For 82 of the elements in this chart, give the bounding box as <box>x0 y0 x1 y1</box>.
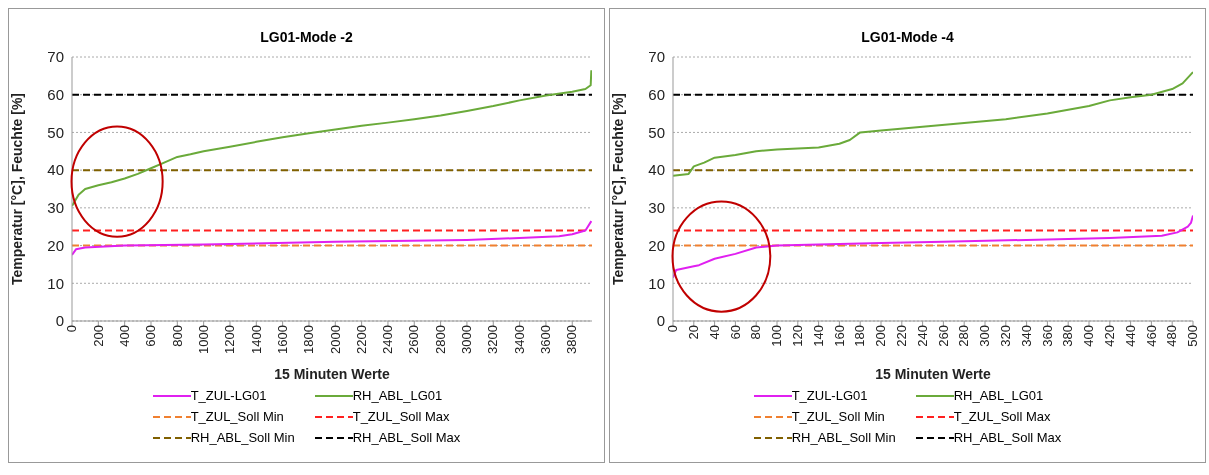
line-series <box>673 214 1193 279</box>
x-tick-label: 100 <box>769 325 785 347</box>
x-tick-label: 200 <box>90 325 106 347</box>
x-tick-label: 800 <box>169 325 185 347</box>
x-tick-label: 500 <box>1185 325 1201 347</box>
x-tick-label: 1200 <box>222 325 238 354</box>
y-tick-label: 50 <box>47 123 64 141</box>
legend-label: RH_ABL_Soll Max <box>953 430 1062 445</box>
legend-label: RH_ABL_Soll Min <box>190 430 295 445</box>
x-tick-label: 3200 <box>485 325 501 354</box>
legend-label: T_ZUL_Soll Min <box>791 409 885 424</box>
x-tick-label: 60 <box>727 325 743 340</box>
x-tick-label: 480 <box>1164 325 1180 347</box>
line-series <box>673 71 1193 177</box>
y-tick-label: 70 <box>648 48 665 66</box>
x-tick-label: 160 <box>831 325 847 347</box>
y-tick-label: 10 <box>648 274 665 292</box>
legend-label: RH_ABL_LG01 <box>352 388 443 403</box>
line-series <box>72 220 592 256</box>
y-tick-label: 20 <box>47 236 64 254</box>
x-tick-label: 0 <box>64 325 80 333</box>
x-tick-label: 340 <box>1018 325 1034 347</box>
line-series <box>72 69 592 207</box>
chart-title: LG01-Mode -4 <box>860 29 955 47</box>
x-tick-label: 1800 <box>301 325 317 354</box>
y-tick-label: 10 <box>47 274 64 292</box>
legend-label: T_ZUL_Soll Max <box>352 409 450 424</box>
y-tick-label: 40 <box>648 161 665 179</box>
y-tick-label: 30 <box>47 199 64 217</box>
x-axis-title: 15 Minuten Werte <box>274 366 391 382</box>
y-tick-label: 50 <box>648 123 665 141</box>
y-tick-label: 30 <box>648 199 665 217</box>
y-axis-title: Temperatur [°C], Feuchte [%] <box>609 92 626 286</box>
x-tick-label: 280 <box>956 325 972 347</box>
x-tick-label: 200 <box>873 325 889 347</box>
y-tick-label: 60 <box>47 86 64 104</box>
x-tick-label: 120 <box>790 325 806 347</box>
legend-label: T_ZUL_Soll Min <box>190 409 284 424</box>
x-tick-label: 180 <box>852 325 868 347</box>
x-tick-label: 140 <box>810 325 826 347</box>
x-tick-label: 3000 <box>459 325 475 354</box>
x-tick-label: 3800 <box>564 325 580 354</box>
y-tick-label: 60 <box>648 86 665 104</box>
legend-label: T_ZUL_Soll Max <box>953 409 1051 424</box>
x-tick-label: 80 <box>748 325 764 340</box>
x-tick-label: 300 <box>977 325 993 347</box>
x-tick-label: 1400 <box>248 325 264 354</box>
legend-label: RH_ABL_Soll Max <box>352 430 461 445</box>
x-tick-label: 400 <box>116 325 132 347</box>
x-tick-label: 40 <box>706 325 722 340</box>
x-tick-label: 2400 <box>380 325 396 354</box>
x-tick-label: 460 <box>1143 325 1159 347</box>
x-tick-label: 20 <box>686 325 702 340</box>
x-tick-label: 320 <box>998 325 1014 347</box>
x-tick-label: 2800 <box>432 325 448 354</box>
legend-label: T_ZUL-LG01 <box>791 388 868 403</box>
x-tick-label: 3600 <box>538 325 554 354</box>
chart-title: LG01-Mode -2 <box>259 29 354 47</box>
y-axis-title: Temperatur [°C], Feuchte [%] <box>8 92 25 286</box>
x-tick-label: 2600 <box>406 325 422 354</box>
x-tick-label: 260 <box>935 325 951 347</box>
x-tick-label: 1600 <box>274 325 290 354</box>
x-tick-label: 220 <box>894 325 910 347</box>
legend-label: RH_ABL_LG01 <box>953 388 1044 403</box>
x-tick-label: 2200 <box>353 325 369 354</box>
x-tick-label: 420 <box>1102 325 1118 347</box>
x-tick-label: 1000 <box>195 325 211 354</box>
x-tick-label: 600 <box>143 325 159 347</box>
x-tick-label: 380 <box>1060 325 1076 347</box>
x-tick-label: 2000 <box>327 325 343 354</box>
y-tick-label: 20 <box>648 236 665 254</box>
x-tick-label: 0 <box>665 325 681 333</box>
x-tick-label: 440 <box>1122 325 1138 347</box>
x-tick-label: 3400 <box>511 325 527 354</box>
legend-label: RH_ABL_Soll Min <box>791 430 896 445</box>
x-tick-label: 240 <box>914 325 930 347</box>
x-tick-label: 360 <box>1039 325 1055 347</box>
legend-label: T_ZUL-LG01 <box>190 388 267 403</box>
x-tick-label: 400 <box>1081 325 1097 347</box>
y-tick-label: 40 <box>47 161 64 179</box>
y-tick-label: 70 <box>47 48 64 66</box>
x-axis-title: 15 Minuten Werte <box>875 366 992 382</box>
